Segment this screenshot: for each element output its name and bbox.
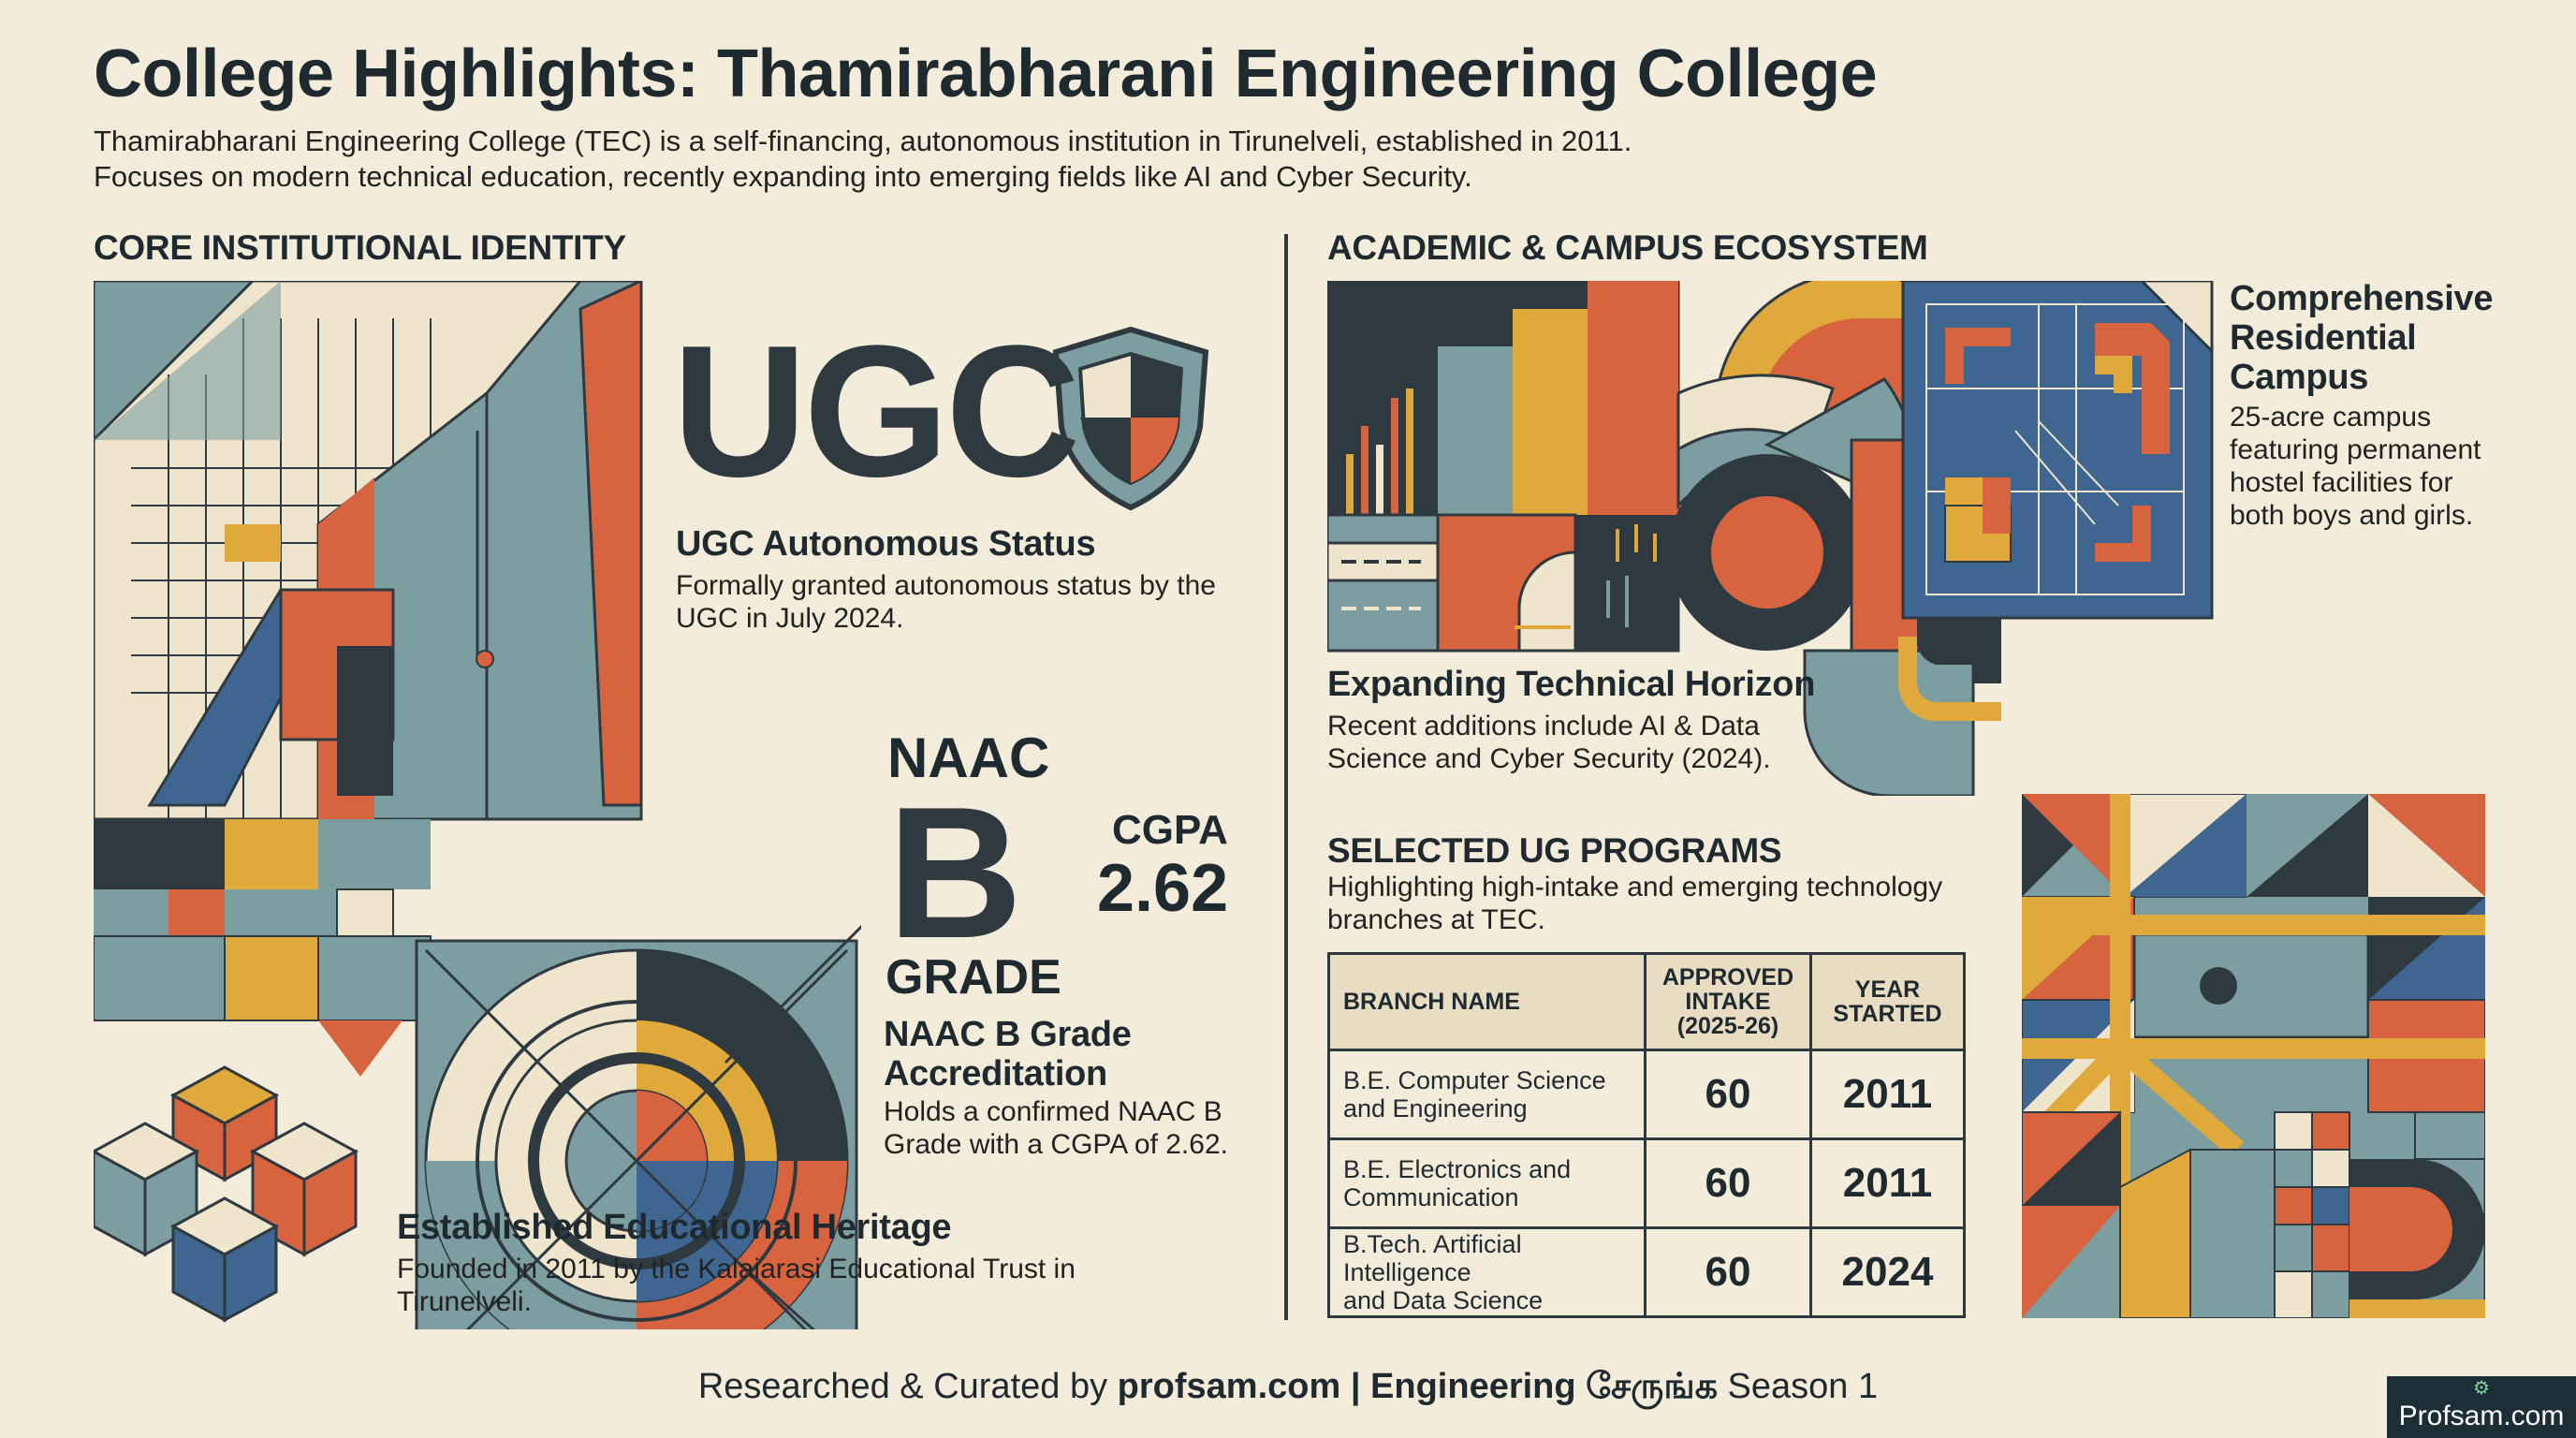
programs-table: BRANCH NAME APPROVED INTAKE (2025-26) YE… <box>1327 952 1966 1318</box>
column-header-branch: BRANCH NAME <box>1327 952 1647 1051</box>
year-cell: 2011 <box>1809 1137 1966 1229</box>
core-identity-heading: CORE INSTITUTIONAL IDENTITY <box>94 228 626 267</box>
heritage-heading: Established Educational Heritage <box>397 1208 952 1247</box>
ugc-heading: UGC Autonomous Status <box>676 524 1096 564</box>
ugc-description-line: UGC in July 2024. <box>676 603 904 634</box>
naac-grade-word: GRADE <box>886 950 1061 1005</box>
geometric-illustration-top-right <box>1327 281 2214 796</box>
horizon-description: Recent additions include AI & Data Scien… <box>1327 710 1771 775</box>
campus-heading-line: Residential <box>2230 318 2417 358</box>
footer-prefix: Researched & Curated by <box>697 1367 1118 1406</box>
campus-description-line: 25-acre campus <box>2230 402 2432 433</box>
intro-line: Thamirabharani Engineering College (TEC)… <box>94 125 1632 157</box>
profsam-badge[interactable]: ⚙ Profsam.com <box>2387 1376 2576 1438</box>
footer-series: Engineering சேருங்க <box>1370 1367 1718 1406</box>
academic-ecosystem-heading: ACADEMIC & CAMPUS ECOSYSTEM <box>1327 228 1928 267</box>
table-row: B.Tech. Artificial Intelligence and Data… <box>1327 1226 1966 1318</box>
branch-name-cell: B.Tech. Artificial Intelligence and Data… <box>1327 1226 1647 1318</box>
naac-heading-line: Accreditation <box>884 1054 1107 1093</box>
naac-description: Holds a confirmed NAAC B Grade with a CG… <box>884 1095 1228 1161</box>
campus-description-line: hostel facilities for <box>2230 467 2453 498</box>
column-header-line: (2025-26) <box>1676 1013 1779 1039</box>
branch-name-line: and Data Science <box>1343 1286 1544 1314</box>
ugc-description: Formally granted autonomous status by th… <box>676 569 1216 635</box>
footer-season: Season 1 <box>1718 1367 1879 1406</box>
footer-credit: Researched & Curated by profsam.com | En… <box>0 1367 2576 1412</box>
branch-name-line: Communication <box>1343 1183 1519 1211</box>
heritage-description-line: Founded in 2011 by the Kalaiarasi Educat… <box>397 1254 1076 1284</box>
footer-site-link[interactable]: profsam.com <box>1117 1367 1341 1406</box>
table-header-row: BRANCH NAME APPROVED INTAKE (2025-26) YE… <box>1327 952 1966 1051</box>
programs-heading: SELECTED UG PROGRAMS <box>1327 831 1782 870</box>
cgpa-label: CGPA <box>1112 807 1228 853</box>
horizon-heading: Expanding Technical Horizon <box>1327 665 1816 704</box>
campus-heading: Comprehensive Residential Campus <box>2230 279 2494 397</box>
column-header-year: YEAR STARTED <box>1809 952 1966 1051</box>
table-row: B.E. Electronics and Communication 60 20… <box>1327 1137 1966 1229</box>
intro-line: Focuses on modern technical education, r… <box>94 160 1472 193</box>
badge-text: Profsam.com <box>2398 1401 2565 1431</box>
year-cell: 2011 <box>1809 1049 1966 1140</box>
column-header-line: INTAKE <box>1685 989 1771 1015</box>
campus-heading-line: Campus <box>2230 358 2369 397</box>
footer-separator: | <box>1340 1367 1371 1406</box>
intake-cell: 60 <box>1644 1226 1812 1318</box>
naac-description-line: Grade with a CGPA of 2.62. <box>884 1129 1228 1160</box>
intake-cell: 60 <box>1644 1049 1812 1140</box>
branch-name-line: B.E. Electronics and <box>1343 1155 1572 1183</box>
naac-grade-letter: B <box>887 769 1023 977</box>
branch-name-cell: B.E. Computer Science and Engineering <box>1327 1049 1647 1140</box>
programs-description-line: Highlighting high-intake and emerging te… <box>1327 872 1943 902</box>
horizon-description-line: Recent additions include AI & Data <box>1327 711 1760 741</box>
column-header-line: YEAR <box>1854 976 1921 1003</box>
horizon-description-line: Science and Cyber Security (2024). <box>1327 743 1771 774</box>
branch-name-line: and Engineering <box>1343 1094 1528 1123</box>
year-cell: 2024 <box>1809 1226 1966 1318</box>
naac-heading-line: NAAC B Grade <box>884 1015 1132 1054</box>
column-header-line: APPROVED <box>1661 964 1794 990</box>
column-header-intake: APPROVED INTAKE (2025-26) <box>1644 952 1812 1051</box>
geometric-illustration-left <box>94 281 861 1329</box>
campus-description-line: featuring permanent <box>2230 434 2481 465</box>
ugc-logo-text: UGC <box>672 307 1080 516</box>
cgpa-value: 2.62 <box>1097 851 1229 926</box>
branch-name-line: B.E. Computer Science <box>1343 1066 1606 1094</box>
section-divider <box>1284 234 1288 1320</box>
page-title: College Highlights: Thamirabharani Engin… <box>94 37 1878 111</box>
table-row: B.E. Computer Science and Engineering 60… <box>1327 1049 1966 1140</box>
intro-text: Thamirabharani Engineering College (TEC)… <box>94 124 1632 195</box>
campus-heading-line: Comprehensive <box>2230 279 2494 318</box>
heritage-description-line: Tirunelveli. <box>397 1286 532 1317</box>
column-header-line: STARTED <box>1833 1001 1942 1027</box>
shield-icon <box>1052 326 1209 511</box>
branch-name-cell: B.E. Electronics and Communication <box>1327 1137 1647 1229</box>
naac-description-line: Holds a confirmed NAAC B <box>884 1096 1222 1127</box>
naac-label: NAAC <box>887 726 1050 789</box>
campus-description: 25-acre campus featuring permanent hoste… <box>2230 401 2481 532</box>
programs-description-line: branches at TEC. <box>1327 904 1545 935</box>
campus-description-line: both boys and girls. <box>2230 500 2474 531</box>
branch-name-line: B.Tech. Artificial Intelligence <box>1343 1230 1522 1286</box>
intake-cell: 60 <box>1644 1137 1812 1229</box>
ugc-description-line: Formally granted autonomous status by th… <box>676 570 1216 601</box>
heritage-description: Founded in 2011 by the Kalaiarasi Educat… <box>397 1253 1076 1318</box>
programs-description: Highlighting high-intake and emerging te… <box>1327 871 1942 936</box>
robot-icon: ⚙ <box>2473 1378 2490 1399</box>
geometric-mosaic-bottom-right <box>2022 794 2485 1318</box>
naac-heading: NAAC B Grade Accreditation <box>884 1015 1132 1093</box>
